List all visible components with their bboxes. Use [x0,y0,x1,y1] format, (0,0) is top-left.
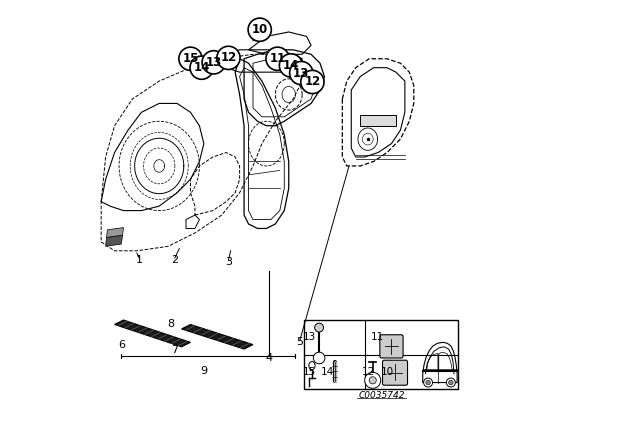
Circle shape [217,46,240,69]
Polygon shape [182,324,253,349]
Text: 12: 12 [220,52,237,65]
Circle shape [248,18,271,41]
Circle shape [190,56,213,79]
Text: 15: 15 [182,52,198,65]
Bar [305,320,458,389]
Text: 14: 14 [321,367,334,377]
Circle shape [365,372,381,388]
Text: C0035742: C0035742 [358,392,404,401]
Text: 3: 3 [225,257,232,267]
Circle shape [202,51,225,74]
Text: 12: 12 [362,367,375,377]
Text: 15: 15 [303,367,316,377]
Text: 11: 11 [269,52,285,65]
Text: 13: 13 [303,332,316,342]
Circle shape [449,380,453,385]
Polygon shape [106,235,123,246]
Circle shape [266,47,289,70]
Text: 2: 2 [172,255,179,265]
Text: 10: 10 [252,23,268,36]
Text: 7: 7 [172,345,179,355]
Circle shape [301,70,324,94]
Circle shape [179,47,202,70]
FancyBboxPatch shape [383,360,408,385]
Text: 14: 14 [193,61,210,74]
Polygon shape [115,320,191,347]
Circle shape [315,323,324,332]
Circle shape [314,352,325,364]
Circle shape [424,378,433,387]
Text: 6: 6 [118,340,125,349]
Circle shape [290,61,313,85]
Text: 1: 1 [136,255,143,265]
Text: 13: 13 [205,56,222,69]
Text: 9: 9 [200,366,207,376]
Text: 12: 12 [304,75,321,88]
Text: 5: 5 [296,337,303,347]
Text: 10: 10 [380,367,394,377]
Circle shape [446,378,455,387]
Circle shape [369,377,376,384]
Polygon shape [106,228,124,237]
Circle shape [279,54,303,77]
Bar [360,115,396,126]
Text: 4: 4 [265,353,272,363]
Text: 11: 11 [371,332,384,342]
FancyBboxPatch shape [380,335,403,358]
Text: 13: 13 [293,67,309,80]
Circle shape [426,380,430,385]
Text: 8: 8 [167,319,174,329]
Text: 14: 14 [283,59,299,72]
